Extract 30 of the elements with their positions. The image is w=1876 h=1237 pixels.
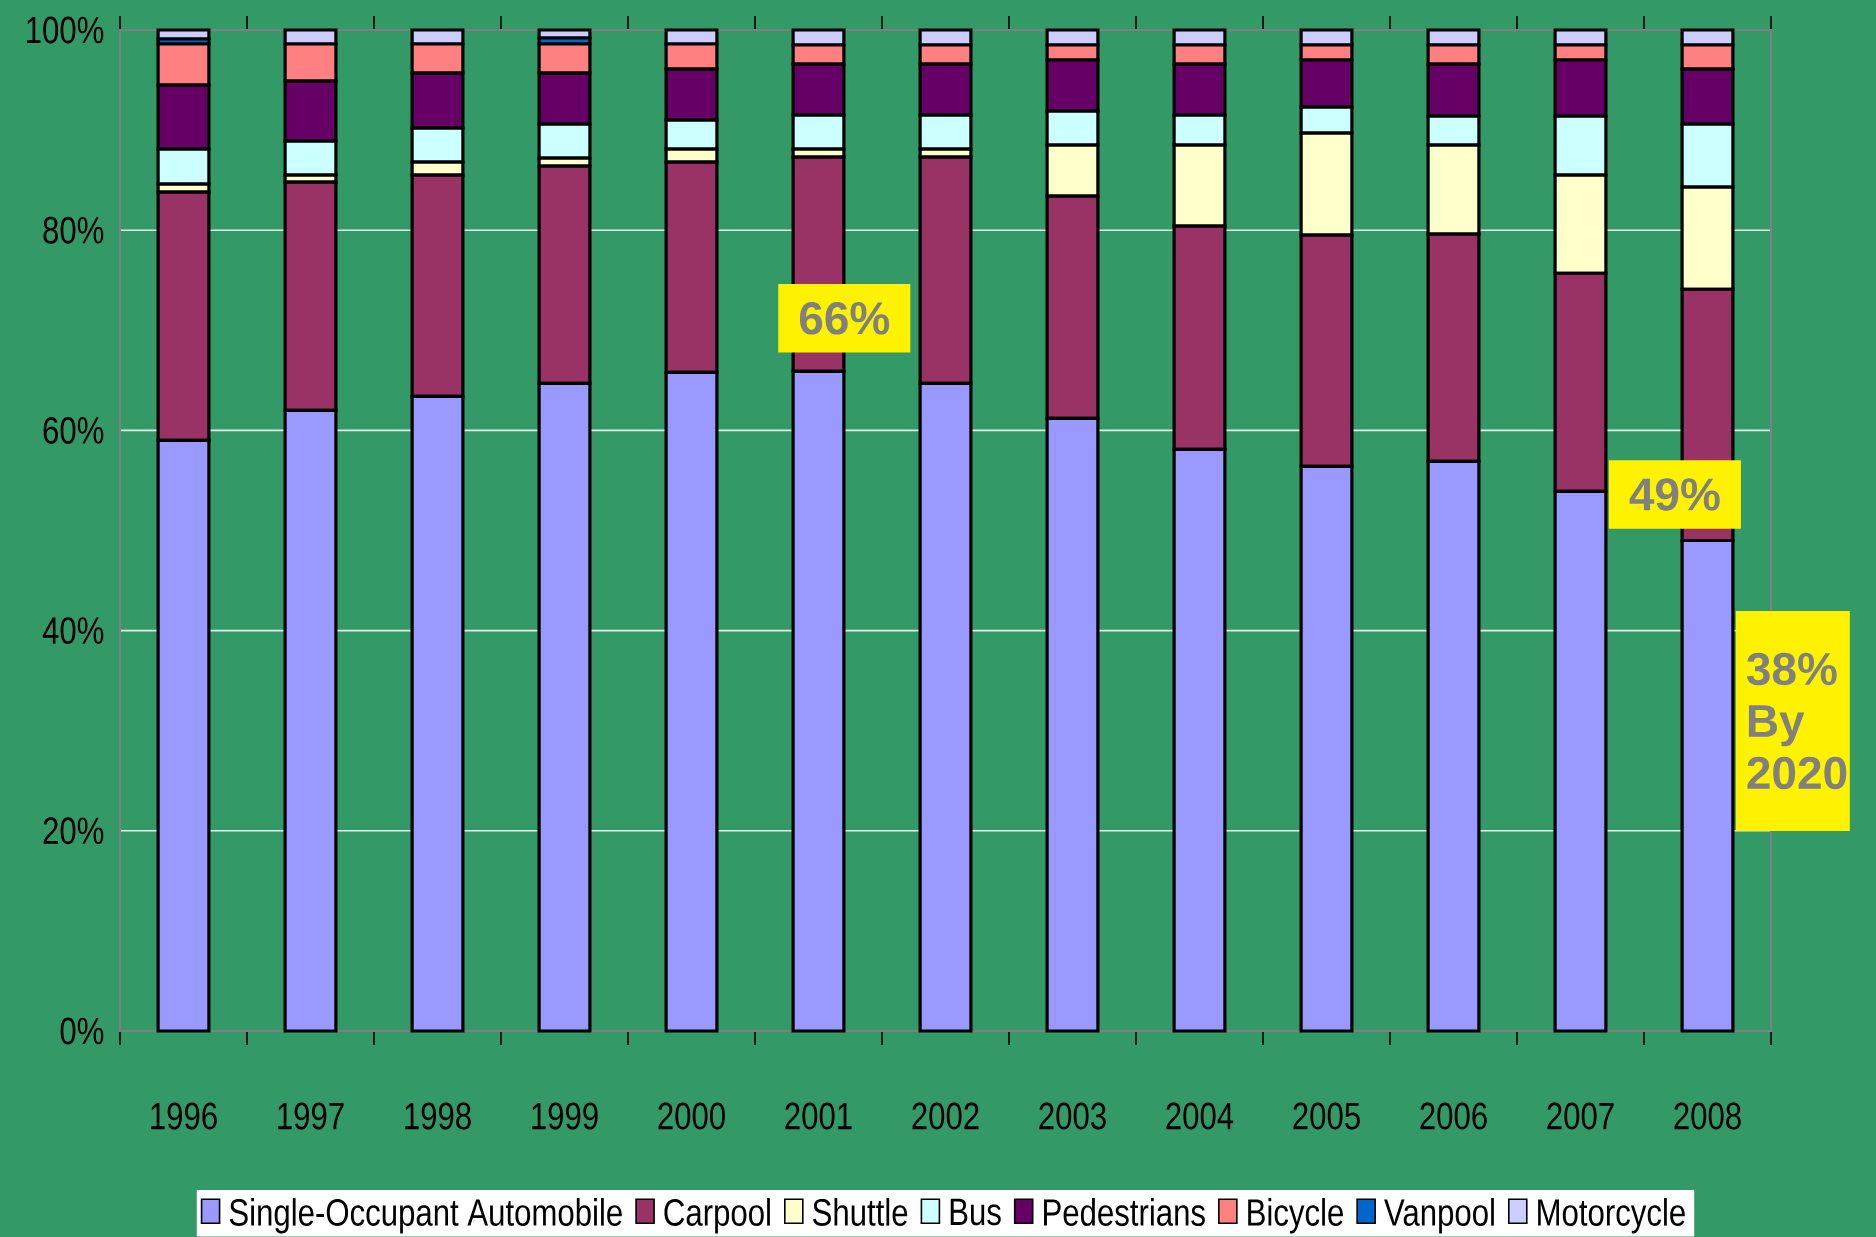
x-tick-label: 2007	[1547, 1102, 1614, 1130]
annotation: 66%	[799, 301, 890, 335]
legend-label: Motorcycle	[1538, 1198, 1685, 1234]
x-tick-label: 2001	[785, 1102, 852, 1130]
x-tick-label: 2004	[1166, 1102, 1234, 1130]
x-tick-label: 2006	[1420, 1102, 1487, 1130]
legend-label: Pedestrians	[1044, 1198, 1205, 1226]
x-tick-label: 1997	[278, 1102, 344, 1130]
x-tick-label: 1999	[532, 1102, 598, 1130]
legend-label: Vanpool	[1384, 1198, 1494, 1234]
x-tick-label: 2003	[1039, 1102, 1106, 1130]
y-tick-label: 60%	[43, 416, 104, 444]
x-tick-label: 2002	[912, 1102, 979, 1130]
legend-label: Bicycle	[1248, 1198, 1343, 1234]
y-tick-label: 20%	[43, 817, 104, 845]
y-tick-label: 0%	[60, 1017, 104, 1045]
annotation: 49%	[1629, 478, 1720, 511]
y-tick-label: 100%	[27, 16, 104, 44]
y-tick-label: 80%	[43, 216, 104, 244]
legend-label: Bus	[950, 1198, 1001, 1226]
y-tick-label: 40%	[42, 617, 104, 645]
x-tick-label: 1996	[151, 1102, 217, 1130]
x-tick-label: 2005	[1293, 1102, 1360, 1130]
x-tick-label: 2000	[658, 1102, 725, 1130]
legend-label: Shuttle	[813, 1198, 908, 1226]
legend-label: Carpool	[664, 1198, 770, 1234]
annotation: 38% By 2020	[1746, 652, 1847, 790]
x-tick-label: 1998	[405, 1102, 471, 1130]
legend-label: Single-Occupant Automobile	[229, 1198, 622, 1234]
x-tick-label: 2008	[1674, 1102, 1741, 1130]
